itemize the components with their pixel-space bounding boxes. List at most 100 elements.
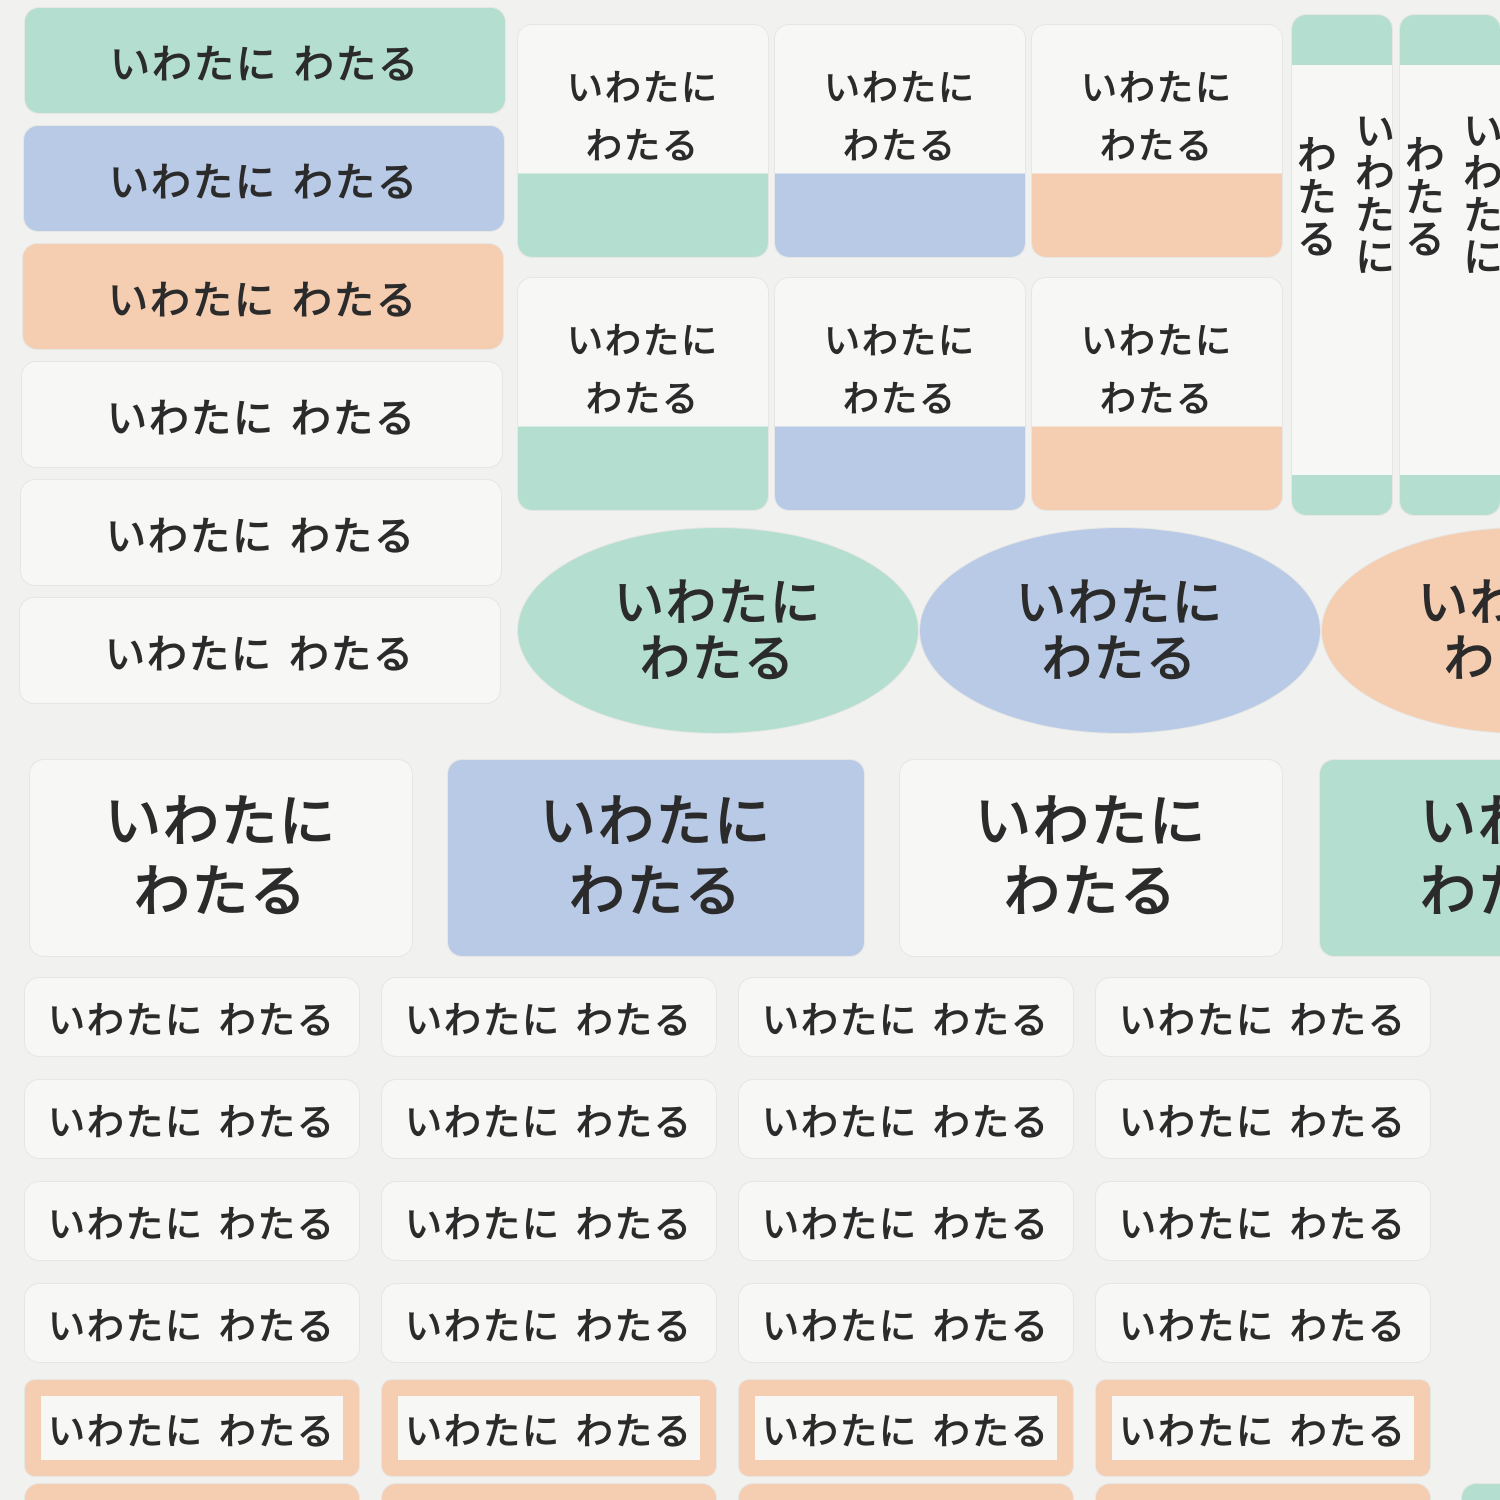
label-text: いわたに わたる bbox=[405, 1101, 693, 1144]
label-text: いわたに bbox=[823, 321, 976, 362]
label-text: いわたに わたる bbox=[1119, 1203, 1407, 1246]
label-text: わたる bbox=[842, 126, 957, 167]
small-label: いわたに わたる bbox=[25, 978, 359, 1056]
label-text: いわたに bbox=[1080, 68, 1233, 109]
label-text: いわたに わたる bbox=[405, 1203, 693, 1246]
label-text: いわたに bbox=[975, 790, 1207, 855]
label-text: いわたに わたる bbox=[1119, 1410, 1407, 1453]
oval-label: いわたにわたる bbox=[920, 528, 1320, 733]
label-text: いわたに bbox=[1456, 110, 1500, 278]
partial-label bbox=[1096, 1484, 1430, 1500]
small-label: いわたに わたる bbox=[739, 978, 1073, 1056]
label-text: いわたに わたる bbox=[105, 631, 415, 678]
small-label: いわたに わたる bbox=[1096, 1284, 1430, 1362]
tab-label: いわたに わたる bbox=[775, 278, 1025, 510]
label-text: いわたに わたる bbox=[405, 1305, 693, 1348]
small-label: いわたに わたる bbox=[382, 1182, 716, 1260]
partial-label bbox=[382, 1484, 716, 1500]
partial-label bbox=[25, 1484, 359, 1500]
label-text: わたる bbox=[585, 379, 700, 420]
label-text: いわたに わたる bbox=[762, 1203, 1050, 1246]
small-label: いわたに わたる bbox=[1096, 1182, 1430, 1260]
label-text: いわたに bbox=[1080, 321, 1233, 362]
label-text: いわたに わたる bbox=[762, 1410, 1050, 1453]
tab-label: いわたに わたる bbox=[518, 278, 768, 510]
label-text: わたる bbox=[1444, 629, 1500, 688]
label-text: いわたに bbox=[614, 573, 822, 632]
tab-label: いわたに わたる bbox=[775, 25, 1025, 257]
wide-label: いわたに わたる bbox=[23, 244, 503, 349]
large-label: いわたにわたる bbox=[448, 760, 864, 956]
wide-label: いわたに わたる bbox=[24, 126, 504, 231]
label-text: いわたに わたる bbox=[405, 1410, 693, 1453]
label-text: いわたに わたる bbox=[762, 1101, 1050, 1144]
small-label: いわたに わたる bbox=[25, 1284, 359, 1362]
label-text: いわたに わたる bbox=[48, 999, 336, 1042]
label-text: いわたに わたる bbox=[1119, 1101, 1407, 1144]
small-label: いわたに わたる bbox=[25, 1182, 359, 1260]
label-text: いわたに bbox=[1420, 790, 1500, 855]
label-text: いわたに わたる bbox=[107, 395, 417, 442]
label-text: いわたに わたる bbox=[108, 277, 418, 324]
partial-label bbox=[1462, 1484, 1500, 1500]
label-text: わたる bbox=[1042, 629, 1198, 688]
label-text: いわたに bbox=[540, 790, 772, 855]
label-text: いわたに わたる bbox=[110, 41, 420, 88]
tab-label: いわたに わたる bbox=[1032, 278, 1282, 510]
small-label: いわたに わたる bbox=[382, 1080, 716, 1158]
partial-label bbox=[739, 1484, 1073, 1500]
label-text: いわたに わたる bbox=[762, 1305, 1050, 1348]
small-label: いわたに わたる bbox=[739, 1080, 1073, 1158]
label-text: いわたに bbox=[566, 321, 719, 362]
label-text: いわたに bbox=[566, 68, 719, 109]
label-text: いわたに わたる bbox=[109, 159, 419, 206]
large-label: いわたにわたる bbox=[30, 760, 412, 956]
label-text: わたる bbox=[134, 860, 308, 925]
vertical-label: いわたに わたる bbox=[1398, 15, 1500, 515]
tab-label: いわたに わたる bbox=[1032, 25, 1282, 257]
label-text: いわたに わたる bbox=[106, 513, 416, 560]
label-text: わたる bbox=[1290, 134, 1336, 260]
small-label: いわたに わたる bbox=[739, 1380, 1073, 1476]
wide-label: いわたに わたる bbox=[21, 480, 501, 585]
small-label: いわたに わたる bbox=[739, 1182, 1073, 1260]
label-text: いわたに わたる bbox=[48, 1203, 336, 1246]
label-text: わたる bbox=[1099, 126, 1214, 167]
label-text: いわたに bbox=[1348, 110, 1394, 278]
label-text: いわたに bbox=[1418, 573, 1500, 632]
large-label: いわたにわたる bbox=[900, 760, 1282, 956]
label-text: いわたに bbox=[823, 68, 976, 109]
label-text: いわたに bbox=[1016, 573, 1224, 632]
label-text: わたる bbox=[585, 126, 700, 167]
label-text: わたる bbox=[1099, 379, 1214, 420]
label-text: わたる bbox=[1398, 134, 1444, 260]
label-text: わたる bbox=[842, 379, 957, 420]
label-text: わたる bbox=[640, 629, 796, 688]
wide-label: いわたに わたる bbox=[22, 362, 502, 467]
label-text: いわたに わたる bbox=[48, 1305, 336, 1348]
wide-label: いわたに わたる bbox=[20, 598, 500, 703]
tab-label: いわたに わたる bbox=[518, 25, 768, 257]
label-text: いわたに わたる bbox=[405, 999, 693, 1042]
label-text: いわたに わたる bbox=[762, 999, 1050, 1042]
small-label: いわたに わたる bbox=[25, 1080, 359, 1158]
small-label: いわたに わたる bbox=[739, 1284, 1073, 1362]
small-label: いわたに わたる bbox=[382, 978, 716, 1056]
oval-label: いわたにわたる bbox=[518, 528, 918, 733]
label-text: いわたに わたる bbox=[48, 1410, 336, 1453]
label-text: いわたに わたる bbox=[48, 1101, 336, 1144]
small-label: いわたに わたる bbox=[382, 1284, 716, 1362]
small-label: いわたに わたる bbox=[1096, 1080, 1430, 1158]
wide-label: いわたに わたる bbox=[25, 8, 505, 113]
label-text: わたる bbox=[569, 860, 743, 925]
vertical-label: いわたに わたる bbox=[1290, 15, 1394, 515]
label-text: わたる bbox=[1420, 860, 1500, 925]
small-label: いわたに わたる bbox=[1096, 978, 1430, 1056]
small-label: いわたに わたる bbox=[1096, 1380, 1430, 1476]
small-label: いわたに わたる bbox=[382, 1380, 716, 1476]
label-text: いわたに わたる bbox=[1119, 999, 1407, 1042]
label-text: わたる bbox=[1004, 860, 1178, 925]
small-label: いわたに わたる bbox=[25, 1380, 359, 1476]
